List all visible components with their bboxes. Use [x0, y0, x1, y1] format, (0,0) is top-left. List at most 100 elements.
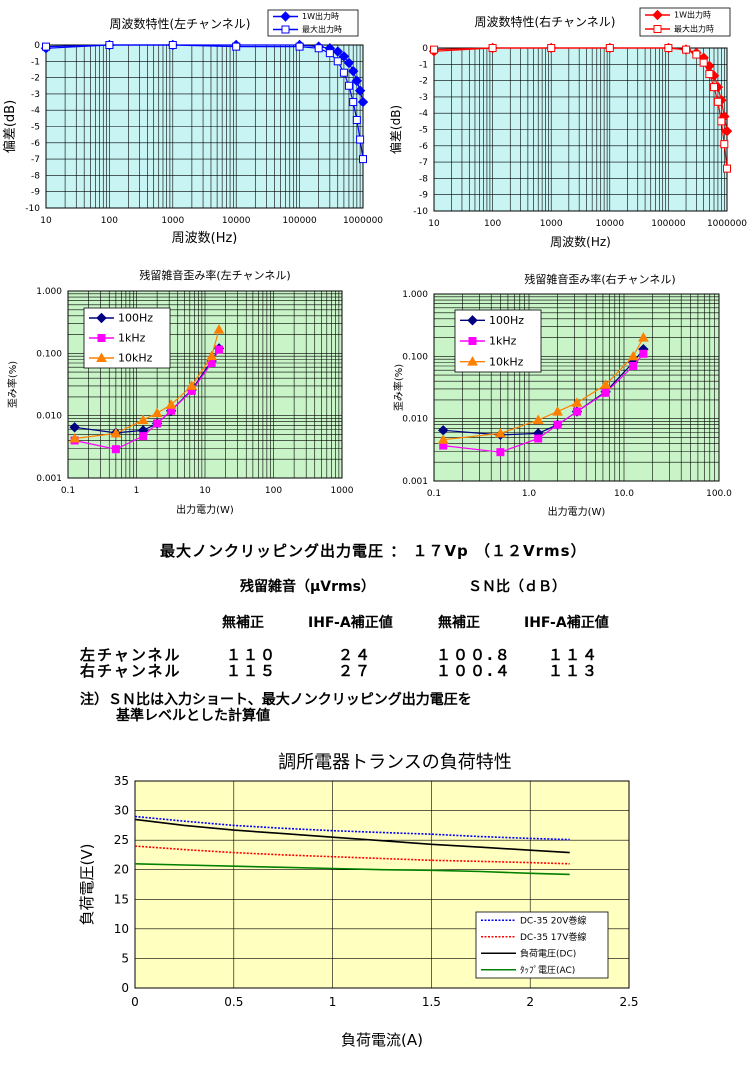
x-tick-label: 1: [134, 486, 140, 496]
data-point: [232, 42, 241, 51]
data-point: [664, 44, 673, 52]
chart-title: 残留雑音歪み率(左チャンネル): [139, 268, 290, 282]
data-point: [601, 388, 610, 397]
legend-label: 1W出力時: [302, 11, 339, 21]
y-tick-label: -5: [419, 126, 428, 136]
series-line: [74, 329, 220, 440]
y-axis-label: 偏差(dB): [3, 100, 18, 153]
data-point: [352, 115, 361, 124]
legend-marker: [467, 315, 478, 326]
data-point: [344, 81, 353, 90]
data-point: [111, 445, 120, 454]
x-tick-label: 1000: [331, 486, 354, 496]
data-point: [165, 399, 177, 409]
plot-border: [134, 780, 630, 989]
row-right-v4: １１３: [548, 662, 600, 680]
sub-header-4: IHF-A補正値: [524, 615, 609, 631]
data-point: [213, 324, 225, 334]
data-point: [699, 58, 708, 67]
x-tick-label: 1000000: [707, 219, 747, 229]
x-axis-label: 周波数(Hz): [550, 234, 611, 249]
data-point: [349, 98, 358, 107]
data-point: [354, 85, 366, 96]
series-line: [74, 349, 220, 450]
data-point: [547, 44, 556, 52]
data-point: [168, 41, 177, 49]
y-tick-label: 0.001: [402, 477, 428, 487]
data-point: [359, 155, 367, 164]
row-right-v2: ２７: [338, 662, 373, 680]
legend-label: 最大出力時: [302, 24, 342, 34]
data-point: [495, 427, 506, 438]
data-point: [713, 97, 722, 106]
x-tick-label: 10: [428, 219, 440, 229]
chart-title: 調所電器トランスの負荷特性: [278, 752, 512, 773]
y-tick-label: 0.100: [402, 352, 428, 362]
legend-marker: [280, 11, 291, 22]
data-point: [488, 44, 497, 52]
chart-freq_right: 10 100 1000 10000 100000 1000000 0 -1 -2 -3 -4 -5 -6…: [388, 7, 747, 249]
y-axis-label: 偏差(dB): [388, 105, 403, 154]
legend-label: DC-35 20V巻線: [520, 914, 586, 926]
x-tick-label: 100: [265, 486, 282, 496]
sub-header-2: IHF-A補正値: [308, 615, 393, 631]
data-point: [110, 427, 122, 438]
sub-header-3: 無補正: [438, 615, 480, 631]
sub-header-1: 無補正: [222, 615, 264, 631]
chart-title: 周波数特性(左チャンネル): [109, 16, 250, 31]
data-point: [333, 57, 342, 66]
y-tick-label: -7: [31, 155, 40, 165]
data-point: [605, 44, 614, 52]
y-tick-label: 0.010: [402, 415, 428, 425]
chart-freq_left: 10 100 1000 10000 100000 1000000 0 -1 -2 -3 -4 -5 -6…: [3, 9, 383, 246]
y-tick-label: 0: [34, 41, 40, 51]
data-point: [600, 379, 611, 389]
series-2: [69, 324, 225, 443]
y-tick-label: 1.000: [36, 287, 62, 297]
row-left-label: 左チャンネル: [80, 646, 182, 664]
data-point: [69, 422, 80, 433]
data-point: [206, 350, 217, 361]
y-tick-label: 5: [121, 951, 129, 965]
series-line: [134, 815, 570, 841]
y-tick-label: -9: [419, 191, 428, 201]
y-tick-label: -1: [31, 57, 40, 67]
legend-label: 10kHz: [489, 355, 524, 368]
y-axis-label: 負荷電圧(V): [78, 844, 96, 926]
data-point: [638, 332, 649, 342]
data-point: [717, 117, 726, 126]
y-tick-label: 0: [121, 981, 129, 995]
data-point: [357, 96, 369, 108]
data-point: [709, 83, 718, 92]
row-right-v1: １１５: [226, 662, 278, 680]
data-point: [705, 70, 714, 79]
legend-label: 1kHz: [118, 332, 146, 345]
data-point: [314, 44, 323, 53]
plot-border: [433, 293, 720, 482]
row-left-v4: １１４: [548, 646, 600, 664]
legend: 100Hz 1kHz 10kHz: [83, 307, 171, 369]
y-tick-label: -2: [419, 77, 428, 87]
data-point: [137, 414, 149, 425]
x-tick-label: 100000: [282, 216, 317, 226]
data-point: [534, 434, 543, 443]
x-tick-label: 1000: [540, 219, 563, 229]
legend-label: 負荷電圧(DC): [520, 947, 576, 959]
legend-marker: [97, 334, 106, 342]
y-tick-label: -8: [419, 174, 428, 184]
data-point: [356, 135, 365, 144]
data-point: [721, 125, 733, 137]
x-tick-label: 100: [101, 216, 118, 226]
x-tick-label: 1.5: [422, 995, 441, 1009]
y-tick-label: -3: [419, 93, 428, 103]
chart-title: 周波数特性(右チャンネル): [474, 14, 615, 29]
x-tick-label: 10000: [595, 219, 624, 229]
legend-label: DC-35 17V巻線: [520, 931, 586, 943]
data-point: [571, 397, 583, 407]
data-point: [153, 419, 162, 428]
y-tick-label: -1: [419, 60, 428, 70]
y-axis-label: 歪み率(%): [392, 364, 405, 411]
y-tick-label: -6: [31, 139, 40, 149]
